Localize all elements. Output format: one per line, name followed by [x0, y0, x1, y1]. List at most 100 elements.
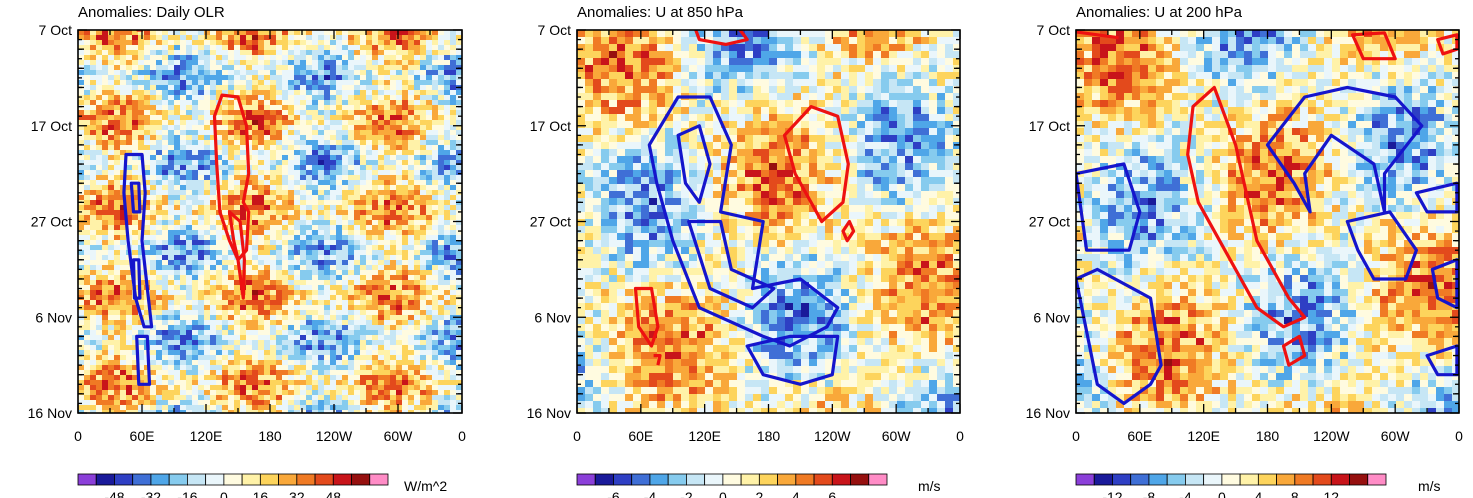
y-tick-label: 27 Oct	[1029, 214, 1070, 230]
y-tick-label: 27 Oct	[530, 214, 571, 230]
x-tick-label: 120E	[688, 428, 721, 444]
panel-title-u200: Anomalies: U at 200 hPa	[1076, 4, 1243, 21]
colorbar-swatch	[704, 473, 724, 486]
x-tick-label: 60E	[628, 428, 653, 444]
contour-positive-0	[1076, 30, 1119, 40]
y-tick-label: 7 Oct	[538, 22, 572, 38]
colorbar-units: m/s	[1418, 478, 1441, 494]
x-tick-label: 0	[573, 428, 581, 444]
x-tick-label: 60E	[130, 428, 155, 444]
colorbar-label: 2	[755, 489, 763, 498]
contour-positive-1	[1351, 31, 1397, 61]
colorbar-swatch	[1203, 473, 1223, 486]
colorbar-swatch	[686, 473, 706, 486]
colorbar-swatch	[813, 473, 833, 486]
panel-title-u850: Anomalies: U at 850 hPa	[577, 4, 744, 21]
colorbar-swatch	[132, 473, 152, 486]
contour-positive-3	[1186, 85, 1307, 329]
colorbar-swatch	[613, 473, 633, 486]
y-tick-label: 6 Nov	[35, 309, 72, 325]
colorbar-label: 4	[1254, 489, 1262, 498]
y-tick-label: 16 Nov	[1026, 405, 1070, 421]
colorbar-swatch	[722, 473, 742, 486]
x-tick-label: 60W	[384, 428, 414, 444]
colorbar-label: 48	[326, 489, 342, 498]
colorbar-swatch	[758, 473, 778, 486]
y-tick-label: 6 Nov	[534, 309, 571, 325]
colorbar-swatch	[168, 473, 188, 486]
colorbar-swatch	[278, 473, 298, 486]
colorbar-swatch	[369, 473, 389, 486]
colorbar-swatch	[314, 473, 334, 486]
contour-positive-4	[1281, 334, 1307, 367]
colorbar-swatch	[667, 473, 687, 486]
colorbar-label: 0	[220, 489, 228, 498]
colorbar-label: 8	[1291, 489, 1299, 498]
colorbar: -12 -8 -4 0 4 8 12 m/s	[1075, 473, 1441, 498]
colorbar-swatch	[1185, 473, 1205, 486]
x-tick-label: 0	[1455, 428, 1463, 444]
contour-positive-0	[694, 30, 749, 46]
colorbar-swatch	[332, 473, 352, 486]
contours	[633, 30, 856, 386]
contour-negative-7	[687, 219, 776, 310]
anomaly-field	[78, 30, 462, 413]
colorbar-label: -16	[177, 489, 197, 498]
colorbar: -48 -32 -16 0 16 32 48 W/m^2	[77, 473, 447, 498]
x-tick-label: 120E	[190, 428, 223, 444]
colorbar-label: -32	[141, 489, 161, 498]
x-tick-label: 120W	[1313, 428, 1350, 444]
colorbar-label: 16	[253, 489, 269, 498]
colorbar-swatch	[831, 473, 851, 486]
x-tick-label: 0	[956, 428, 964, 444]
colorbar-swatch	[868, 473, 888, 486]
colorbar-swatch	[1312, 473, 1332, 486]
contour-negative-6	[135, 334, 152, 386]
contour-negative-3	[122, 152, 154, 329]
colorbar-label: 0	[1218, 489, 1226, 498]
x-tick-label: 120W	[316, 428, 353, 444]
x-tick-label: 0	[1072, 428, 1080, 444]
panel-title-olr: Anomalies: Daily OLR	[78, 4, 225, 21]
colorbar-label: -4	[1179, 489, 1192, 498]
contour-negative-8	[1076, 267, 1163, 405]
colorbar-swatch	[1130, 473, 1150, 486]
x-tick-label: 0	[458, 428, 466, 444]
colorbar-swatch	[1330, 473, 1350, 486]
colorbar: -6 -4 -2 0 2 4 6 m/s	[576, 473, 941, 498]
contour-positive-4	[653, 354, 662, 366]
x-tick-label: 180	[258, 428, 282, 444]
colorbar-swatch	[351, 473, 371, 486]
colorbar-swatch	[205, 473, 225, 486]
colorbar-swatch	[1294, 473, 1314, 486]
colorbar-swatch	[649, 473, 669, 486]
colorbar-swatch	[576, 473, 596, 486]
x-tick-label: 60W	[882, 428, 912, 444]
contour-positive-3	[633, 286, 660, 348]
contour-positive-1	[212, 93, 251, 262]
contour-negative-7	[1076, 162, 1142, 252]
colorbar-label: -2	[680, 489, 693, 498]
colorbar-label: 4	[792, 489, 800, 498]
contour-positive-2	[227, 210, 246, 300]
x-tick-label: 60E	[1127, 428, 1152, 444]
colorbar-swatch	[1166, 473, 1186, 486]
colorbar-label: 12	[1324, 489, 1340, 498]
colorbar-swatch	[95, 473, 115, 486]
contour-negative-5	[131, 258, 142, 300]
colorbar-swatch	[150, 473, 170, 486]
y-tick-label: 17 Oct	[31, 118, 72, 134]
colorbar-label: 0	[719, 489, 727, 498]
contour-positive-2	[841, 219, 856, 243]
colorbar-swatch	[1075, 473, 1095, 486]
x-tick-label: 180	[1256, 428, 1280, 444]
x-tick-label: 180	[757, 428, 781, 444]
colorbar-swatch	[850, 473, 870, 486]
colorbar-label: 32	[289, 489, 305, 498]
colorbar-swatch	[740, 473, 760, 486]
colorbar-swatch	[1148, 473, 1168, 486]
colorbar-label: -48	[104, 489, 124, 498]
contour-negative-6	[676, 124, 712, 204]
y-tick-label: 17 Oct	[530, 118, 571, 134]
